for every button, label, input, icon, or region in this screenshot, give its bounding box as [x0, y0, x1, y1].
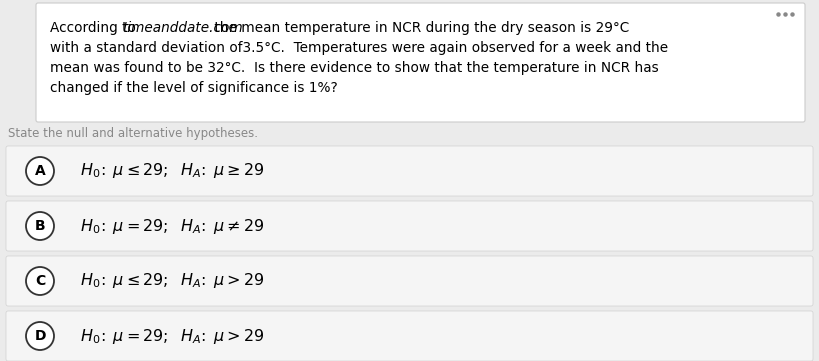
Circle shape — [26, 267, 54, 295]
Text: changed if the level of significance is 1%?: changed if the level of significance is … — [50, 81, 337, 95]
FancyBboxPatch shape — [36, 3, 805, 122]
Text: D: D — [34, 329, 46, 343]
FancyBboxPatch shape — [6, 201, 813, 251]
FancyBboxPatch shape — [6, 256, 813, 306]
FancyBboxPatch shape — [6, 146, 813, 196]
Text: C: C — [35, 274, 45, 288]
Text: $H_{0}\!:\; \mu=29;\;\; H_{A}\!:\; \mu>29$: $H_{0}\!:\; \mu=29;\;\; H_{A}\!:\; \mu>2… — [80, 326, 265, 345]
Text: $H_{0}\!:\; \mu\leq29;\;\; H_{A}\!:\; \mu\geq29$: $H_{0}\!:\; \mu\leq29;\;\; H_{A}\!:\; \m… — [80, 161, 265, 180]
Text: the mean temperature in NCR during the dry season is 29°C: the mean temperature in NCR during the d… — [210, 21, 629, 35]
Text: timeanddate.com: timeanddate.com — [122, 21, 242, 35]
Text: $H_{0}\!:\; \mu\leq29;\;\; H_{A}\!:\; \mu>29$: $H_{0}\!:\; \mu\leq29;\;\; H_{A}\!:\; \m… — [80, 271, 265, 291]
Text: with a standard deviation of3.5°C.  Temperatures were again observed for a week : with a standard deviation of3.5°C. Tempe… — [50, 41, 668, 55]
Text: State the null and alternative hypotheses.: State the null and alternative hypothese… — [8, 126, 258, 139]
Circle shape — [26, 157, 54, 185]
Circle shape — [26, 322, 54, 350]
Text: According to: According to — [50, 21, 140, 35]
FancyBboxPatch shape — [6, 311, 813, 361]
Text: A: A — [34, 164, 45, 178]
Text: $H_{0}\!:\; \mu=29;\;\; H_{A}\!:\; \mu\neq29$: $H_{0}\!:\; \mu=29;\;\; H_{A}\!:\; \mu\n… — [80, 217, 265, 235]
Circle shape — [26, 212, 54, 240]
Text: B: B — [34, 219, 45, 233]
Text: mean was found to be 32°C.  Is there evidence to show that the temperature in NC: mean was found to be 32°C. Is there evid… — [50, 61, 658, 75]
